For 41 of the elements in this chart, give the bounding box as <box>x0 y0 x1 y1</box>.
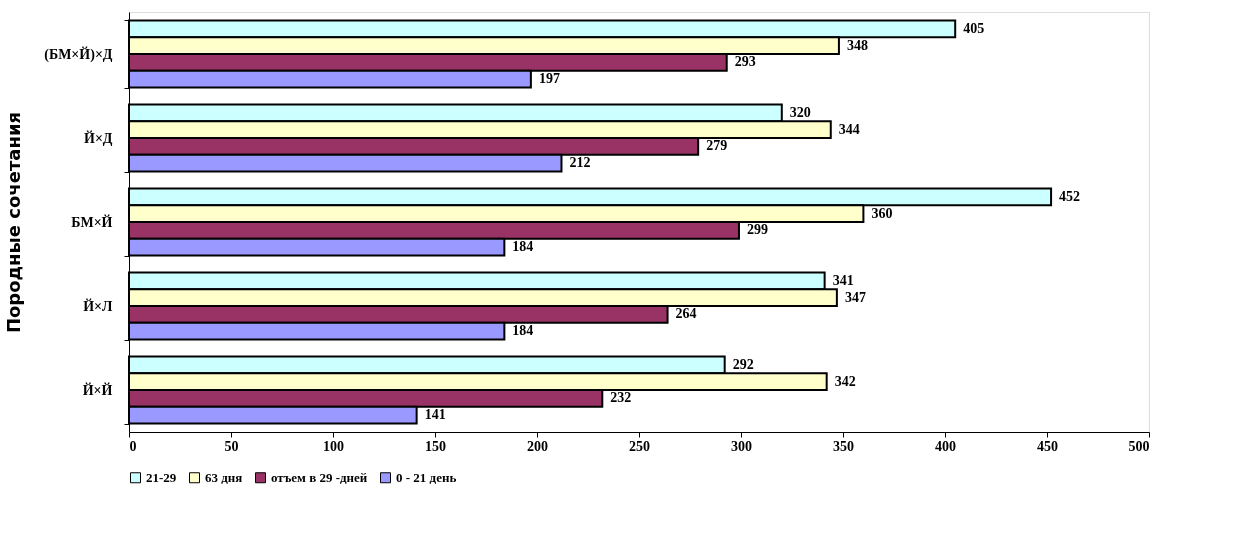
legend-label: 63 дня <box>205 469 243 485</box>
data-label: 279 <box>706 138 728 154</box>
x-tick-label: 0 <box>129 438 137 454</box>
y-tick-label: Й×Л <box>83 297 114 314</box>
data-label: 342 <box>834 373 856 389</box>
x-tick-label: 400 <box>935 438 956 454</box>
data-label: 184 <box>512 323 534 339</box>
data-label: 264 <box>675 306 697 322</box>
data-label: 292 <box>732 356 754 372</box>
x-tick-label: 50 <box>224 438 239 454</box>
data-label: 293 <box>734 54 756 70</box>
data-label: 360 <box>871 205 893 221</box>
data-label: 341 <box>832 272 854 288</box>
x-tick-label: 200 <box>527 438 548 454</box>
x-tick-label: 100 <box>323 438 344 454</box>
x-tick-label: 450 <box>1037 438 1058 454</box>
y-axis-title: Породные сочетания <box>3 111 25 334</box>
legend-label: отъем в 29 -дней <box>271 469 368 485</box>
y-tick-label: (БМ×Й)×Д <box>44 45 113 63</box>
data-label: 320 <box>789 104 811 120</box>
data-label: 232 <box>610 390 632 406</box>
x-tick-label: 250 <box>629 438 650 454</box>
x-tick-label: 300 <box>731 438 752 454</box>
legend-label: 21-29 <box>146 469 177 485</box>
data-label: 197 <box>538 71 560 87</box>
data-label: 141 <box>424 407 446 423</box>
y-tick-label: Й×Д <box>84 129 113 146</box>
x-tick-label: 350 <box>833 438 854 454</box>
data-label: 348 <box>846 37 868 53</box>
data-label: 405 <box>963 20 985 36</box>
data-label: 347 <box>844 289 866 305</box>
data-label: 344 <box>838 121 860 137</box>
x-tick-label: 500 <box>1128 438 1150 454</box>
y-tick-label: БМ×Й <box>71 213 113 230</box>
y-tick-label: Й×Й <box>82 381 113 398</box>
data-label: 184 <box>512 239 534 255</box>
data-label: 212 <box>569 155 591 171</box>
data-label: 299 <box>746 222 768 238</box>
x-tick-label: 150 <box>425 438 446 454</box>
legend-label: 0 - 21 день <box>396 469 457 485</box>
data-label: 452 <box>1059 188 1081 204</box>
